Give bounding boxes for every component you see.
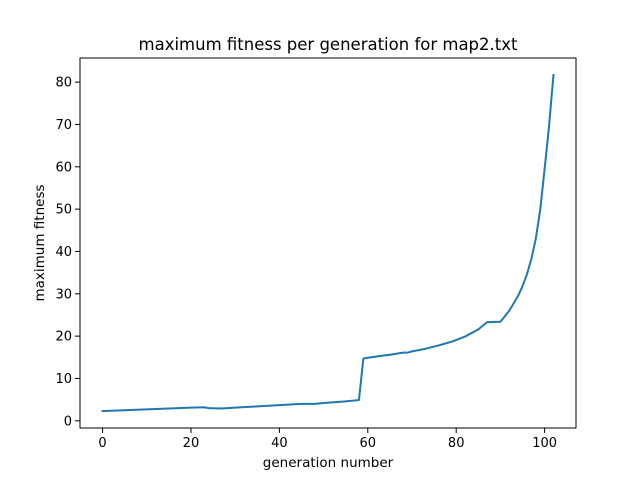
series-line xyxy=(101,73,555,413)
y-tick-label: 50 xyxy=(55,203,72,218)
y-tick-label: 20 xyxy=(55,330,72,345)
x-tick-label: 0 xyxy=(98,436,106,451)
y-axis-label: maximum fitness xyxy=(32,184,48,301)
plot-area xyxy=(80,58,576,428)
chart-marks: 0 20 40 60 80 100 0 10 20 30 40 50 60 70 80 xyxy=(55,73,557,451)
y-tick-label: 0 xyxy=(64,414,72,429)
chart-title: maximum fitness per generation for map2.… xyxy=(139,35,518,54)
x-tick-label: 40 xyxy=(271,436,288,451)
y-tick-label: 80 xyxy=(55,76,72,91)
y-tick-label: 40 xyxy=(55,245,72,260)
y-tick-label: 10 xyxy=(55,372,72,387)
x-tick-label: 20 xyxy=(183,436,200,451)
y-tick-label: 60 xyxy=(55,160,72,175)
plot-frame xyxy=(79,57,577,429)
y-tick-label: 30 xyxy=(55,287,72,302)
x-tick-label: 100 xyxy=(532,436,557,451)
x-axis-label: generation number xyxy=(263,455,394,471)
x-tick-label: 60 xyxy=(360,436,377,451)
y-tick-label: 70 xyxy=(55,118,72,133)
x-tick-label: 80 xyxy=(448,436,465,451)
